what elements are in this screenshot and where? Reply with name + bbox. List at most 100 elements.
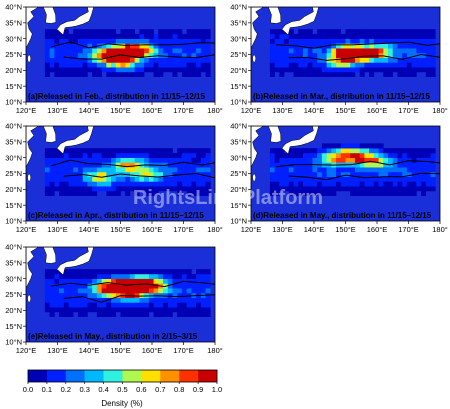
density-cell (186, 302, 192, 308)
density-cell (269, 48, 275, 54)
density-cell (345, 48, 351, 54)
density-cell (44, 292, 50, 298)
density-cell (402, 38, 408, 44)
density-cell (392, 52, 398, 58)
density-cell (101, 283, 107, 289)
density-cell (392, 48, 398, 54)
density-cell (129, 148, 135, 154)
density-cell (96, 162, 102, 168)
density-cell (191, 162, 197, 168)
density-cell (139, 38, 145, 44)
density-cell (82, 283, 88, 289)
density-cell (92, 273, 98, 279)
density-cell (425, 181, 431, 187)
density-cell (205, 283, 211, 289)
density-cell (402, 71, 408, 77)
density-cell (279, 71, 285, 77)
density-cell (284, 52, 290, 58)
density-cell (191, 171, 197, 177)
density-cell (383, 190, 389, 196)
density-cell (293, 157, 299, 163)
density-cell (115, 297, 121, 303)
density-cell (106, 48, 112, 54)
density-cell (172, 162, 178, 168)
density-cell (274, 62, 280, 68)
density-cell (364, 48, 370, 54)
density-cell (425, 57, 431, 63)
lat-tick-label: 25°N (5, 50, 22, 59)
density-cell (321, 148, 327, 154)
density-cell (158, 67, 164, 73)
density-cell (87, 292, 93, 298)
density-cell (101, 181, 107, 187)
lon-tick-label: 130°E (47, 346, 68, 355)
density-cell (279, 43, 285, 49)
density-cell (115, 288, 121, 294)
density-cell (59, 38, 65, 44)
density-cell (144, 171, 150, 177)
density-cell (430, 67, 436, 73)
density-cell (326, 181, 332, 187)
density-cell (106, 292, 112, 298)
front-line (63, 172, 215, 179)
density-cell (359, 33, 365, 39)
density-cell (340, 186, 346, 192)
density-cell (369, 176, 375, 182)
density-cell (87, 273, 93, 279)
density-cell (101, 43, 107, 49)
density-cell (186, 148, 192, 154)
density-cell (369, 143, 375, 149)
density-cell (269, 52, 275, 58)
density-cell (373, 67, 379, 73)
density-cell (205, 186, 211, 192)
density-cell (312, 181, 318, 187)
density-cell (312, 171, 318, 177)
density-cell (181, 148, 187, 154)
density-cell (397, 38, 403, 44)
panel-caption-a: (a)Released in Feb., distribution in 11/… (28, 92, 206, 101)
density-cell (167, 52, 173, 58)
density-cell (82, 307, 88, 313)
density-cell (59, 167, 65, 173)
density-cell (115, 302, 121, 308)
density-cell (298, 171, 304, 177)
density-cell (148, 157, 154, 163)
density-cell (196, 71, 202, 77)
density-cell (111, 29, 117, 35)
density-cell (167, 278, 173, 284)
density-cell (298, 148, 304, 154)
colorbar-cell (179, 370, 199, 382)
density-cell (49, 273, 55, 279)
density-cell (92, 307, 98, 313)
density-cell (115, 162, 121, 168)
density-cell (129, 171, 135, 177)
density-cell (326, 171, 332, 177)
density-cell (274, 181, 280, 187)
density-cell (163, 33, 169, 39)
density-cell (68, 167, 74, 173)
density-cell (388, 167, 394, 173)
density-cell (144, 288, 150, 294)
density-cell (77, 38, 83, 44)
lon-tick-label: 180° (207, 346, 223, 355)
density-cell (298, 62, 304, 68)
density-cell (167, 297, 173, 303)
density-cell (68, 288, 74, 294)
density-cell (101, 278, 107, 284)
lat-tick-label: 15°N (230, 82, 247, 91)
colorbar-ticks: 0.0 0.1 0.2 0.3 0.4 0.5 0.6 0.7 0.8 0.9 1.0 (23, 382, 222, 394)
density-cell (111, 48, 117, 54)
density-cell (416, 186, 422, 192)
axis-ticks: 120°E 130°E 140°E 150°E 160°E 170°E 180°40°N35… (5, 3, 223, 115)
density-cell (144, 67, 150, 73)
density-cell (115, 148, 121, 154)
density-cell (172, 52, 178, 58)
density-cell (312, 167, 318, 173)
density-cell (54, 38, 60, 44)
density-cell (340, 143, 346, 149)
density-cell (269, 57, 275, 63)
density-cell (144, 307, 150, 313)
density-cell (191, 186, 197, 192)
density-cell (148, 288, 154, 294)
density-cell (397, 67, 403, 73)
